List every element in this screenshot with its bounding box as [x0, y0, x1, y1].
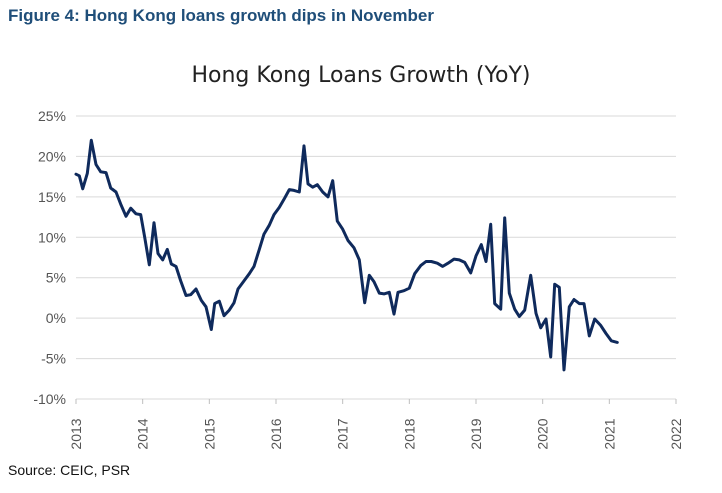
series-layer [74, 138, 619, 372]
y-tick-label: -10% [33, 391, 66, 407]
y-tick-label: 10% [38, 229, 66, 245]
x-axis-ticks: 2013 2014 2015 2016 2017 2018 2019 2020 2021 2022 [68, 399, 684, 450]
figure-title: Figure 4: Hong Kong loans growth dips in… [8, 6, 434, 25]
series-line [74, 138, 619, 372]
chart-title: Hong Kong Loans Growth (YoY) [191, 63, 531, 88]
x-tick-label: 2019 [468, 418, 484, 449]
y-tick-label: 0% [46, 310, 66, 326]
x-tick-label: 2017 [335, 418, 351, 449]
y-tick-label: -5% [41, 351, 66, 367]
x-tick-label: 2015 [201, 418, 217, 449]
y-tick-label: 15% [38, 189, 66, 205]
x-tick-label: 2018 [401, 418, 417, 449]
y-axis-ticks: 25% 20% 15% 10% 5% 0% -5% -10% [33, 108, 66, 407]
y-tick-label: 20% [38, 148, 66, 164]
x-tick-label: 2013 [68, 418, 84, 449]
x-tick-label: 2021 [601, 418, 617, 449]
source-note: Source: CEIC, PSR [8, 462, 131, 478]
x-tick-label: 2016 [268, 418, 284, 449]
x-tick-label: 2022 [668, 418, 684, 449]
gridlines [76, 115, 676, 400]
y-tick-label: 25% [38, 108, 66, 124]
x-tick-label: 2014 [135, 418, 151, 449]
x-tick-label: 2020 [535, 418, 551, 449]
y-tick-label: 5% [46, 270, 66, 286]
